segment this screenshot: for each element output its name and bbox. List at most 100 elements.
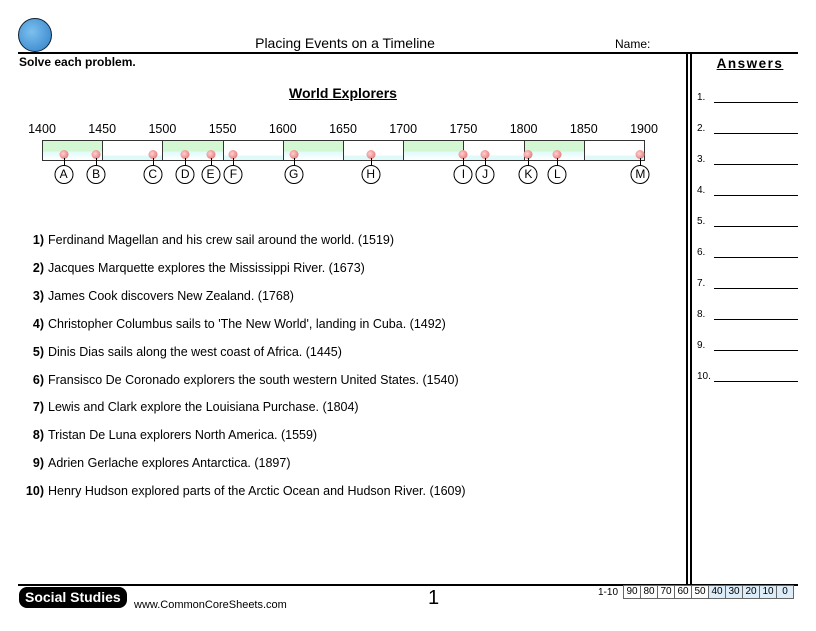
question-text: James Cook discovers New Zealand. (1768) bbox=[48, 288, 294, 303]
question-number: 7) bbox=[32, 400, 44, 415]
answer-row: 2. bbox=[697, 123, 798, 134]
answer-row: 9. bbox=[697, 340, 798, 351]
question-number: 1) bbox=[32, 233, 44, 247]
answer-blank[interactable] bbox=[714, 226, 798, 227]
answer-blank[interactable] bbox=[714, 381, 798, 382]
timeline-marker-label: G bbox=[284, 165, 304, 184]
question-text: Dinis Dias sails along the west coast of… bbox=[48, 344, 342, 359]
question-number: 4) bbox=[32, 316, 44, 331]
answer-row: 4. bbox=[697, 185, 798, 196]
site-link[interactable]: www.CommonCoreSheets.com bbox=[134, 599, 287, 611]
score-key-label: 1-10 bbox=[598, 586, 619, 598]
timeline-tick-label: 1500 bbox=[148, 122, 177, 136]
timeline-tick-label: 1850 bbox=[569, 122, 598, 136]
answer-blank[interactable] bbox=[714, 102, 798, 103]
answer-blank[interactable] bbox=[714, 195, 798, 196]
question-item: 1) Ferdinand Magellan and his crew sail a… bbox=[20, 233, 394, 247]
answer-blank[interactable] bbox=[714, 319, 798, 320]
timeline-marker-stem bbox=[185, 158, 187, 166]
timeline-marker-dot bbox=[180, 150, 190, 159]
answer-blank[interactable] bbox=[714, 350, 798, 351]
timeline-tick-label: 1700 bbox=[389, 122, 418, 136]
timeline-marker-label: F bbox=[223, 165, 243, 184]
score-cell: 70 bbox=[657, 585, 676, 599]
timeline-marker-stem bbox=[293, 158, 295, 166]
answer-number: 1. bbox=[697, 92, 706, 103]
timeline-marker-label: M bbox=[630, 165, 650, 184]
answer-number: 10. bbox=[697, 371, 711, 382]
timeline-marker-label: C bbox=[143, 165, 163, 184]
answer-number: 9. bbox=[697, 340, 706, 351]
timeline-marker-dot bbox=[91, 150, 101, 159]
question-text: Ferdinand Magellan and his crew sail aro… bbox=[48, 233, 395, 247]
timeline-marker-stem bbox=[485, 158, 487, 166]
question-item: 5) Dinis Dias sails along the west coast … bbox=[20, 345, 342, 359]
score-cell: 30 bbox=[725, 585, 744, 599]
timeline-segment bbox=[463, 140, 526, 161]
timeline-marker-stem bbox=[63, 158, 65, 166]
question-item: 9) Adrien Gerlache explores Antarctica. (… bbox=[20, 456, 291, 470]
timeline-marker-dot bbox=[148, 150, 158, 159]
timeline-marker-dot bbox=[552, 150, 562, 159]
timeline-marker-stem bbox=[96, 158, 98, 166]
timeline-marker-label: E bbox=[201, 165, 221, 184]
timeline-tick-label: 1750 bbox=[449, 122, 478, 136]
answer-row: 8. bbox=[697, 309, 798, 320]
timeline-segment bbox=[162, 140, 225, 161]
answer-number: 2. bbox=[697, 123, 706, 134]
timeline-segment bbox=[403, 140, 465, 161]
score-cell: 50 bbox=[691, 585, 710, 599]
question-number: 2) bbox=[32, 260, 44, 275]
timeline-marker-dot bbox=[366, 150, 376, 159]
question-text: Jacques Marquette explores the Mississip… bbox=[48, 260, 365, 275]
question-item: 2) Jacques Marquette explores the Mississ… bbox=[20, 261, 365, 275]
score-cell: 60 bbox=[674, 585, 693, 599]
question-number: 8) bbox=[32, 428, 44, 443]
question-number: 6) bbox=[32, 372, 44, 387]
timeline-marker-stem bbox=[233, 158, 235, 166]
answer-blank[interactable] bbox=[714, 288, 798, 289]
header-divider bbox=[18, 52, 798, 54]
question-text: Christopher Columbus sails to 'The New W… bbox=[48, 316, 446, 331]
timeline-marker-dot bbox=[289, 150, 299, 159]
timeline-tick-label: 1450 bbox=[88, 122, 117, 136]
answer-blank[interactable] bbox=[714, 257, 798, 258]
timeline-tick-label: 1650 bbox=[329, 122, 357, 136]
timeline-marker-stem bbox=[370, 158, 372, 166]
score-cell: 80 bbox=[640, 585, 659, 599]
answer-number: 3. bbox=[697, 154, 706, 165]
question-item: 7) Lewis and Clark explore the Louisiana … bbox=[20, 400, 359, 414]
timeline-marker-label: A bbox=[54, 165, 74, 184]
question-number: 3) bbox=[32, 288, 44, 303]
brand-badge: Social Studies bbox=[19, 587, 127, 608]
timeline-marker-label: L bbox=[547, 165, 567, 184]
question-item: 4) Christopher Columbus sails to 'The New… bbox=[20, 317, 446, 331]
timeline-tick-label: 1550 bbox=[208, 122, 237, 136]
column-divider bbox=[686, 52, 688, 584]
answer-row: 1. bbox=[697, 92, 798, 103]
question-text: Lewis and Clark explore the Louisiana Pu… bbox=[48, 400, 359, 415]
timeline-marker-label: B bbox=[86, 165, 106, 184]
timeline-tick-label: 1900 bbox=[630, 122, 658, 136]
score-key: 1-10 90 80 70 60 50 40 30 20 10 0 bbox=[598, 585, 795, 599]
answer-blank[interactable] bbox=[714, 133, 798, 134]
timeline-marker-stem bbox=[210, 158, 212, 166]
question-item: 10) Henry Hudson explored parts of the Ar… bbox=[20, 484, 466, 498]
answer-blank[interactable] bbox=[714, 164, 798, 165]
answer-row: 3. bbox=[697, 154, 798, 165]
question-text: Fransisco De Coronado explorers the sout… bbox=[48, 372, 459, 387]
column-divider bbox=[690, 52, 692, 584]
globe-logo-icon bbox=[18, 18, 52, 52]
question-number: 10) bbox=[25, 484, 44, 499]
timeline-marker-dot bbox=[206, 150, 216, 159]
timeline-marker-label: I bbox=[453, 165, 473, 184]
timeline-marker-dot bbox=[458, 150, 468, 159]
score-cell: 90 bbox=[623, 585, 642, 599]
timeline-marker-dot bbox=[523, 150, 533, 159]
timeline-marker-stem bbox=[463, 158, 465, 166]
timeline-marker-label: D bbox=[175, 165, 195, 184]
answer-row: 5. bbox=[697, 216, 798, 227]
question-number: 5) bbox=[32, 344, 44, 359]
score-cell: 40 bbox=[708, 585, 727, 599]
answer-row: 6. bbox=[697, 247, 798, 258]
